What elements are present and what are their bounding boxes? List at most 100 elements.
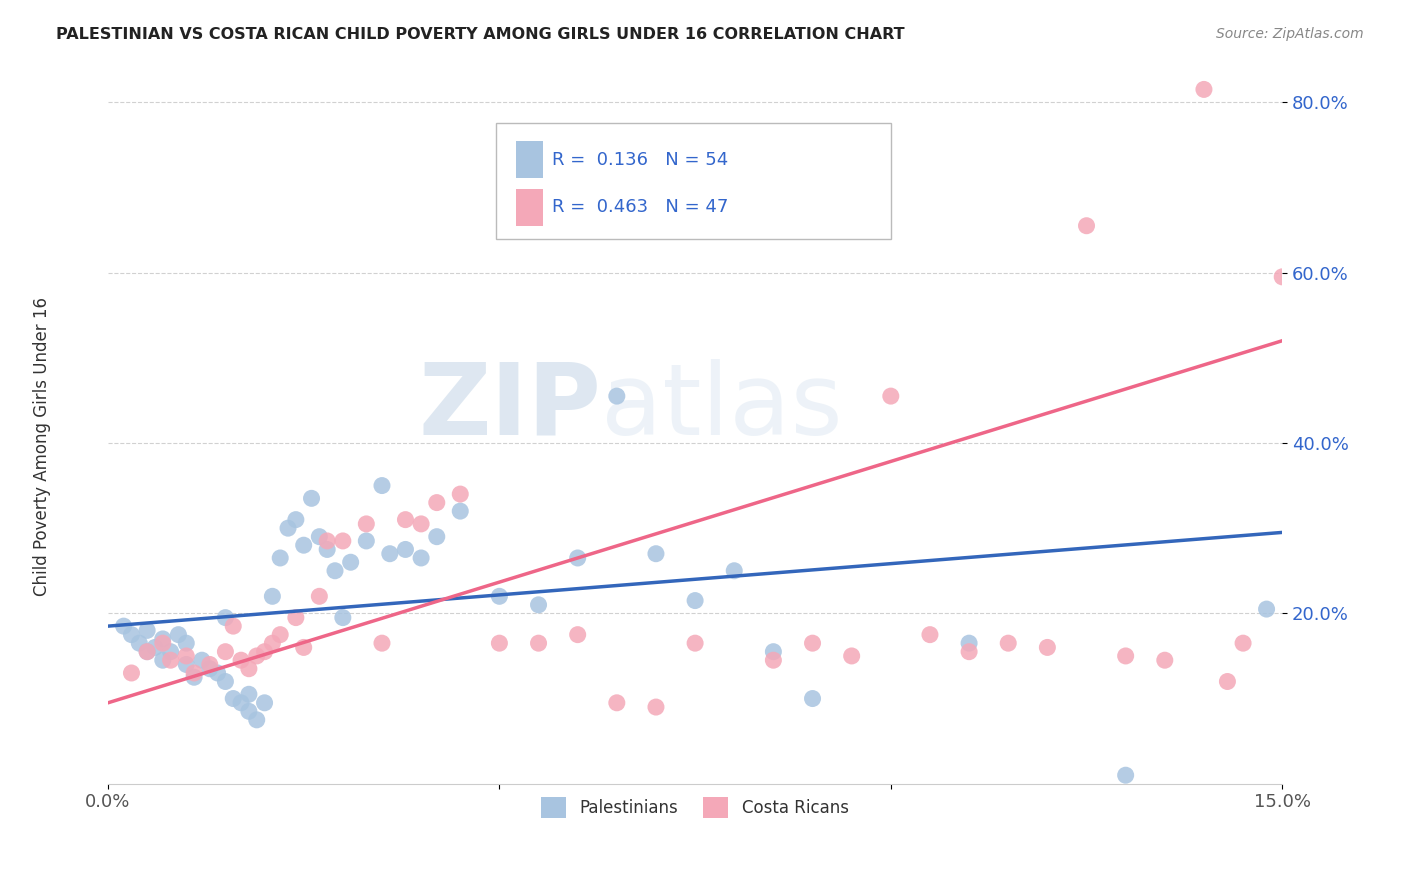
Point (332, 610, 354, 624)
Point (198, 662, 221, 676)
Point (214, 674, 236, 689)
Point (214, 645, 236, 659)
Point (606, 389, 628, 403)
Text: PALESTINIAN VS COSTA RICAN CHILD POVERTY AMONG GIRLS UNDER 16 CORRELATION CHART: PALESTINIAN VS COSTA RICAN CHILD POVERTY… (56, 27, 905, 42)
Point (222, 691, 245, 706)
Point (262, 636, 284, 650)
Point (378, 547, 401, 561)
Point (198, 657, 221, 672)
Point (332, 533, 354, 548)
Point (997, 636, 1019, 650)
Point (1271, 269, 1294, 284)
Point (159, 645, 181, 659)
Point (159, 653, 181, 667)
Point (645, 700, 668, 714)
Point (284, 513, 307, 527)
Point (356, 516, 378, 531)
Point (527, 636, 550, 650)
Point (284, 610, 307, 624)
Point (253, 645, 276, 659)
Point (1256, 602, 1278, 616)
Text: atlas: atlas (602, 359, 842, 456)
Point (801, 691, 824, 706)
Text: R =  0.463   N = 47: R = 0.463 N = 47 (551, 199, 728, 217)
Point (426, 495, 449, 509)
Point (1036, 640, 1059, 655)
Point (567, 627, 589, 641)
Point (762, 645, 785, 659)
Point (957, 645, 980, 659)
Point (316, 533, 339, 548)
Point (449, 504, 471, 518)
Point (1115, 648, 1137, 663)
Point (567, 551, 589, 566)
Point (683, 636, 706, 650)
Point (128, 636, 150, 650)
Point (152, 653, 174, 667)
Point (411, 516, 433, 531)
Point (880, 389, 903, 403)
Point (269, 627, 291, 641)
Point (121, 627, 143, 641)
Point (308, 590, 330, 604)
Point (1153, 653, 1175, 667)
Point (229, 653, 252, 667)
Point (527, 598, 550, 612)
Point (238, 662, 260, 676)
Point (246, 713, 269, 727)
Point (143, 640, 166, 655)
Point (683, 593, 706, 607)
Point (191, 653, 214, 667)
Point (323, 564, 346, 578)
Point (762, 653, 785, 667)
Point (1192, 82, 1215, 96)
Point (449, 487, 471, 501)
Point (488, 590, 510, 604)
Legend: Palestinians, Costa Ricans: Palestinians, Costa Ricans (533, 789, 858, 826)
Point (262, 590, 284, 604)
Point (174, 657, 197, 672)
Point (394, 513, 416, 527)
Point (1076, 219, 1098, 233)
Point (488, 636, 510, 650)
Point (801, 636, 824, 650)
Point (292, 640, 315, 655)
Point (918, 627, 941, 641)
Point (841, 648, 863, 663)
Point (269, 551, 291, 566)
Point (1115, 768, 1137, 782)
Point (606, 696, 628, 710)
Point (371, 478, 394, 492)
Point (152, 632, 174, 646)
Point (292, 538, 315, 552)
Point (356, 533, 378, 548)
Point (136, 645, 159, 659)
Point (645, 547, 668, 561)
Point (301, 491, 323, 506)
Point (183, 665, 205, 680)
Point (308, 530, 330, 544)
Point (253, 696, 276, 710)
Text: R =  0.136   N = 54: R = 0.136 N = 54 (551, 151, 728, 169)
Point (112, 619, 135, 633)
Point (238, 704, 260, 718)
Point (426, 530, 449, 544)
Point (174, 648, 197, 663)
Point (174, 636, 197, 650)
Text: Child Poverty Among Girls Under 16: Child Poverty Among Girls Under 16 (34, 296, 51, 596)
Point (277, 521, 299, 535)
Point (316, 542, 339, 557)
Point (394, 542, 416, 557)
Point (1216, 674, 1239, 689)
Point (957, 636, 980, 650)
Point (1232, 636, 1254, 650)
Point (183, 670, 205, 684)
Point (222, 619, 245, 633)
Point (121, 665, 143, 680)
Point (723, 564, 745, 578)
Text: ZIP: ZIP (419, 359, 602, 456)
Point (207, 665, 229, 680)
Point (246, 648, 269, 663)
Point (229, 696, 252, 710)
Point (136, 645, 159, 659)
